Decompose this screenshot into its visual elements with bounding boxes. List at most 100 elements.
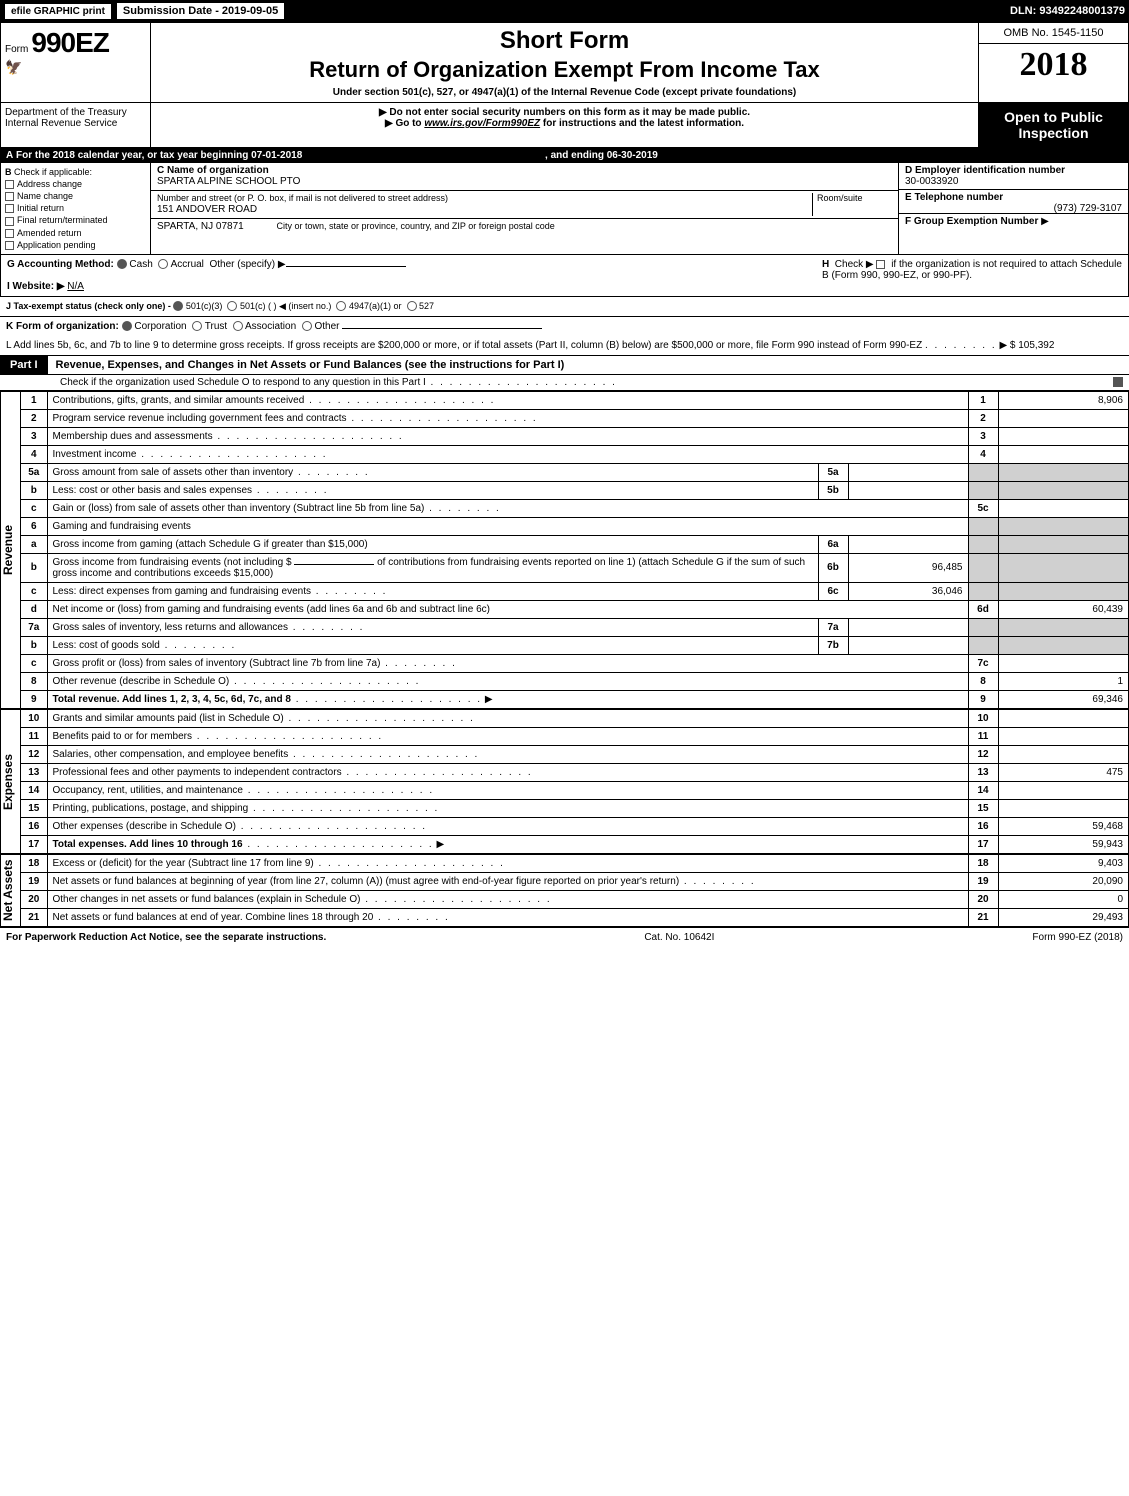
checkboxes-column: B Check if applicable: Address change Na…: [1, 163, 151, 254]
addr-label: Number and street (or P. O. box, if mail…: [157, 193, 448, 203]
line-3-value: [998, 427, 1128, 445]
4947-radio[interactable]: [336, 301, 346, 311]
line-21-value: 29,493: [998, 908, 1128, 926]
line-6d: dNet income or (loss) from gaming and fu…: [21, 600, 1128, 618]
header-row2: Department of the Treasury Internal Reve…: [0, 103, 1129, 148]
efile-print-button[interactable]: efile GRAPHIC print: [4, 3, 112, 20]
line-7c: cGross profit or (loss) from sales of in…: [21, 654, 1128, 672]
line-9-value: 69,346: [998, 690, 1128, 708]
accrual-radio[interactable]: [158, 259, 168, 269]
line-13: 13Professional fees and other payments t…: [21, 763, 1128, 781]
submission-date: Submission Date - 2019-09-05: [116, 2, 285, 20]
entity-info-block: B Check if applicable: Address change Na…: [0, 163, 1129, 255]
line-7b-value: [848, 636, 968, 654]
line-16-value: 59,468: [998, 817, 1128, 835]
org-info-column: C Name of organization SPARTA ALPINE SCH…: [151, 163, 898, 254]
line-g: G Accounting Method: Cash Accrual Other …: [7, 259, 822, 292]
e-label: E Telephone number: [905, 192, 1003, 203]
line-1: 1Contributions, gifts, grants, and simil…: [21, 391, 1128, 409]
c-label: C Name of organization: [157, 165, 269, 176]
line-7c-value: [998, 654, 1128, 672]
line-19-value: 20,090: [998, 872, 1128, 890]
amended-return-checkbox[interactable]: [5, 229, 14, 238]
other-specify-input[interactable]: [286, 266, 406, 267]
short-form-title: Short Form: [161, 27, 968, 55]
final-return-checkbox[interactable]: [5, 217, 14, 226]
line-12-value: [998, 745, 1128, 763]
line-6b-value: 96,485: [848, 553, 968, 582]
form-header: Form 990EZ 🦅 Short Form Return of Organi…: [0, 22, 1129, 103]
expenses-section: Expenses 10Grants and similar amounts pa…: [0, 709, 1129, 854]
header-title-box: Short Form Return of Organization Exempt…: [151, 23, 978, 102]
header-warnings: ▶ Do not enter social security numbers o…: [151, 103, 978, 147]
line-7b: bLess: cost of goods sold7b: [21, 636, 1128, 654]
ein-phone-column: D Employer identification number 30-0033…: [898, 163, 1128, 254]
cash-radio[interactable]: [117, 259, 127, 269]
line-a-ending: , and ending 06-30-2019: [545, 150, 658, 161]
net-assets-table: 18Excess or (deficit) for the year (Subt…: [21, 854, 1128, 927]
501c3-radio[interactable]: [173, 301, 183, 311]
room-suite: Room/suite: [812, 193, 892, 216]
line-a-strip: A For the 2018 calendar year, or tax yea…: [0, 148, 1129, 163]
header-subtitle: Under section 501(c), 527, or 4947(a)(1)…: [161, 87, 968, 98]
line-2: 2Program service revenue including gover…: [21, 409, 1128, 427]
line-6b-input[interactable]: [294, 564, 374, 565]
initial-return-checkbox[interactable]: [5, 204, 14, 213]
gross-receipts-amount: 105,392: [1018, 340, 1054, 351]
page-footer: For Paperwork Reduction Act Notice, see …: [0, 927, 1129, 947]
assoc-radio[interactable]: [233, 321, 243, 331]
line-7a-value: [848, 618, 968, 636]
line-21: 21Net assets or fund balances at end of …: [21, 908, 1128, 926]
d-label: D Employer identification number: [905, 165, 1065, 176]
website-label: I Website: ▶: [7, 281, 65, 292]
main-title: Return of Organization Exempt From Incom…: [161, 57, 968, 83]
part-1-title: Revenue, Expenses, and Changes in Net As…: [48, 359, 565, 371]
line-5c-value: [998, 499, 1128, 517]
dln-label: DLN: 93492248001379: [1010, 5, 1125, 17]
trust-radio[interactable]: [192, 321, 202, 331]
corp-radio[interactable]: [122, 321, 132, 331]
org-address: 151 ANDOVER ROAD: [157, 204, 257, 215]
line-6c-value: 36,046: [848, 582, 968, 600]
line-2-value: [998, 409, 1128, 427]
line-18: 18Excess or (deficit) for the year (Subt…: [21, 854, 1128, 872]
line-5a: 5aGross amount from sale of assets other…: [21, 463, 1128, 481]
application-pending-checkbox[interactable]: [5, 241, 14, 250]
top-bar: efile GRAPHIC print Submission Date - 20…: [0, 0, 1129, 22]
dept-treasury: Department of the Treasury Internal Reve…: [1, 103, 151, 147]
header-right-box: OMB No. 1545-1150 2018: [978, 23, 1128, 102]
line-20-value: 0: [998, 890, 1128, 908]
line-10: 10Grants and similar amounts paid (list …: [21, 709, 1128, 727]
tax-year: 2018: [979, 44, 1128, 86]
ein-value: 30-0033920: [905, 176, 958, 187]
line-14: 14Occupancy, rent, utilities, and mainte…: [21, 781, 1128, 799]
expenses-table: 10Grants and similar amounts paid (list …: [21, 709, 1128, 854]
net-assets-sidelabel: Net Assets: [1, 854, 21, 927]
line-3: 3Membership dues and assessments3: [21, 427, 1128, 445]
open-inspection: Open to Public Inspection: [978, 103, 1128, 147]
527-radio[interactable]: [407, 301, 417, 311]
warning-ssn: ▶ Do not enter social security numbers o…: [155, 107, 974, 118]
part-1-tab: Part I: [0, 356, 48, 374]
address-change-checkbox[interactable]: [5, 180, 14, 189]
schedule-b-checkbox[interactable]: [876, 260, 885, 269]
name-change-checkbox[interactable]: [5, 192, 14, 201]
line-14-value: [998, 781, 1128, 799]
other-org-radio[interactable]: [302, 321, 312, 331]
line-g-h: G Accounting Method: Cash Accrual Other …: [0, 255, 1129, 297]
phone-value: (973) 729-3107: [1054, 203, 1122, 214]
line-h: H Check ▶ if the organization is not req…: [822, 259, 1122, 292]
expenses-sidelabel: Expenses: [1, 709, 21, 854]
irs-link[interactable]: www.irs.gov/Form990EZ: [424, 118, 540, 129]
line-6d-value: 60,439: [998, 600, 1128, 618]
other-org-input[interactable]: [342, 328, 542, 329]
schedule-o-check[interactable]: [1113, 377, 1123, 387]
line-8: 8Other revenue (describe in Schedule O)8…: [21, 672, 1128, 690]
line-16: 16Other expenses (describe in Schedule O…: [21, 817, 1128, 835]
line-15: 15Printing, publications, postage, and s…: [21, 799, 1128, 817]
501c-radio[interactable]: [227, 301, 237, 311]
revenue-sidelabel: Revenue: [1, 391, 21, 709]
line-l: L Add lines 5b, 6c, and 7b to line 9 to …: [0, 336, 1129, 356]
line-10-value: [998, 709, 1128, 727]
line-15-value: [998, 799, 1128, 817]
